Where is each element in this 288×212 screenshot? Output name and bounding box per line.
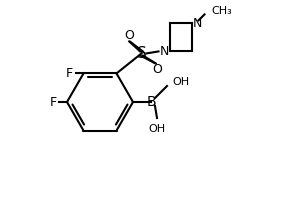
Text: S: S — [137, 46, 146, 61]
Text: B: B — [146, 95, 156, 109]
Text: N: N — [192, 17, 202, 30]
Text: O: O — [153, 63, 162, 76]
Text: CH₃: CH₃ — [211, 6, 232, 16]
Text: F: F — [66, 67, 73, 80]
Text: O: O — [125, 29, 134, 42]
Text: OH: OH — [148, 124, 166, 134]
Text: OH: OH — [172, 77, 189, 87]
Text: N: N — [160, 45, 169, 58]
Text: F: F — [50, 95, 56, 109]
